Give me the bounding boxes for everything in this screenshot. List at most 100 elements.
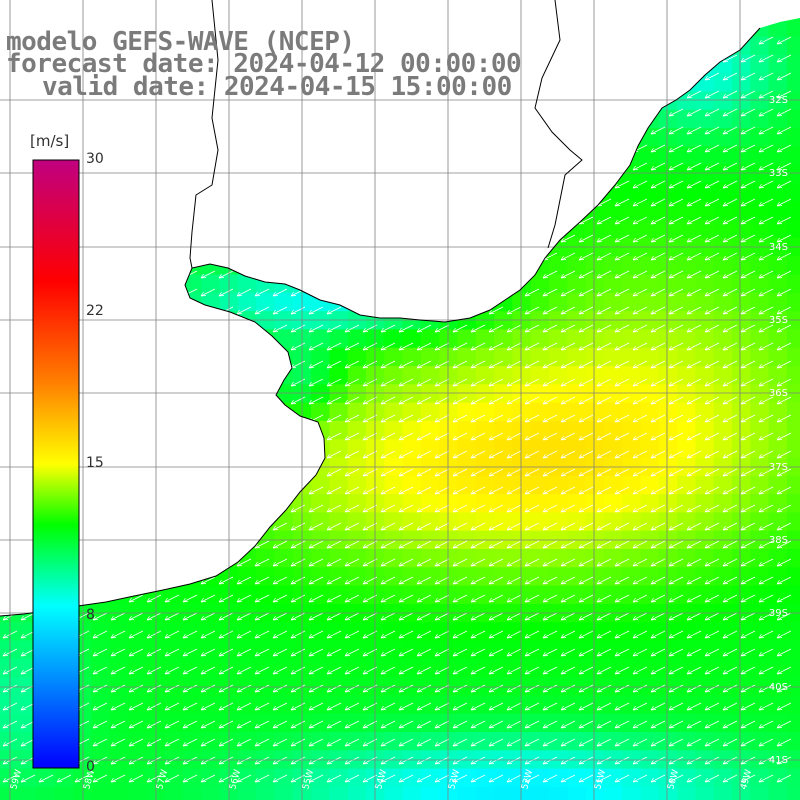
wind-arrow <box>200 612 216 621</box>
wind-arrow <box>776 54 792 63</box>
wind-arrow <box>290 504 306 513</box>
wind-arrow <box>668 684 684 693</box>
wind-cell <box>695 219 715 239</box>
wind-cell <box>750 164 770 184</box>
wind-cell <box>18 768 38 788</box>
wind-arrow <box>722 342 738 351</box>
wind-cell <box>732 256 751 276</box>
wind-arrow <box>686 576 702 585</box>
wind-arrow <box>506 504 522 513</box>
wind-arrow <box>668 594 684 603</box>
wind-cell <box>201 786 221 800</box>
wind-arrow <box>326 486 342 495</box>
wind-arrow <box>722 594 738 603</box>
wind-cell <box>567 366 587 385</box>
wind-cell <box>384 549 404 568</box>
wind-arrow <box>686 126 702 135</box>
wind-arrow <box>506 306 522 315</box>
wind-arrow <box>686 396 702 405</box>
wind-cell <box>768 164 788 184</box>
wind-arrow <box>398 414 414 423</box>
wind-arrow <box>416 756 432 765</box>
wind-arrow <box>722 558 738 567</box>
wind-arrow <box>776 216 792 225</box>
wind-arrow <box>200 270 216 279</box>
wind-arrow <box>524 558 540 567</box>
wind-arrow <box>776 108 792 117</box>
wind-arrow <box>758 774 774 783</box>
wind-arrow <box>416 396 432 405</box>
wind-cell <box>439 768 459 788</box>
wind-cell <box>786 36 800 56</box>
wind-arrow <box>110 666 126 675</box>
wind-arrow <box>722 90 738 99</box>
wind-cell <box>512 768 532 788</box>
wind-arrow <box>380 342 396 351</box>
wind-arrow <box>632 648 648 657</box>
wind-cell <box>603 567 623 587</box>
wind-cell <box>786 164 800 184</box>
wind-cell <box>640 384 660 404</box>
wind-arrow <box>524 360 540 369</box>
wind-arrow <box>182 648 198 657</box>
wind-cell <box>164 640 184 660</box>
wind-cell <box>640 274 660 294</box>
wind-arrow <box>434 342 450 351</box>
wind-cell <box>567 274 587 294</box>
wind-arrow <box>686 450 702 459</box>
wind-cell <box>567 732 587 751</box>
wind-cell <box>475 677 495 696</box>
wind-arrow <box>704 306 720 315</box>
wind-cell <box>695 183 715 202</box>
wind-cell <box>530 768 550 788</box>
wind-arrow <box>560 450 576 459</box>
wind-arrow <box>650 414 666 423</box>
wind-arrow <box>542 720 558 729</box>
wind-arrow <box>524 684 540 693</box>
wind-cell <box>786 73 800 93</box>
wind-arrow <box>560 594 576 603</box>
wind-cell <box>494 311 513 330</box>
wind-arrow <box>740 522 756 531</box>
wind-cell <box>695 109 715 129</box>
wind-cell <box>549 311 568 330</box>
wind-arrow <box>614 576 630 585</box>
wind-cell <box>695 201 715 221</box>
wind-arrow <box>758 396 774 405</box>
wind-arrow <box>254 738 270 747</box>
land-mass <box>0 0 800 616</box>
wind-arrow <box>596 702 612 711</box>
wind-arrow <box>650 666 666 675</box>
wind-arrow <box>380 432 396 441</box>
wind-cell <box>549 713 568 733</box>
wind-cell <box>585 439 605 459</box>
wind-arrow <box>506 486 522 495</box>
wind-cell <box>750 201 770 221</box>
wind-cell <box>603 786 623 800</box>
wind-cell <box>274 786 294 800</box>
wind-cell <box>549 658 568 678</box>
wind-cell <box>567 677 587 696</box>
wind-arrow <box>344 342 360 351</box>
wind-arrow <box>272 612 288 621</box>
wind-arrow <box>704 180 720 189</box>
wind-cell <box>768 402 788 422</box>
wind-cell <box>567 256 587 276</box>
wind-cell <box>768 201 788 221</box>
wind-arrow <box>686 198 702 207</box>
wind-cell <box>750 677 770 696</box>
wind-cell <box>549 439 568 459</box>
wind-arrow <box>236 666 252 675</box>
wind-cell <box>585 786 605 800</box>
wind-arrow <box>686 774 702 783</box>
colorbar-tick-15: 15 <box>86 455 104 471</box>
wind-cell <box>713 494 733 513</box>
wind-arrow <box>488 720 504 729</box>
wind-arrow <box>758 342 774 351</box>
wind-cell <box>549 274 568 294</box>
wind-cell <box>475 622 495 642</box>
latitude-label: 35S <box>769 315 788 326</box>
wind-cell <box>311 768 330 788</box>
wind-cell <box>585 256 605 276</box>
